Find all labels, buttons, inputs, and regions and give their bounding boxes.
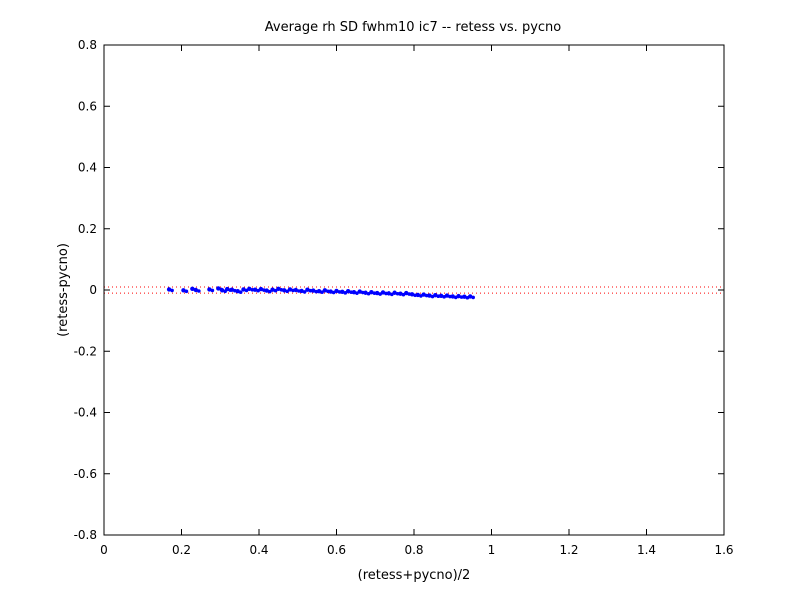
data-point (450, 294, 455, 299)
data-point (281, 288, 287, 293)
y-tick-label: -0.4 (74, 406, 97, 420)
data-point (380, 290, 386, 295)
data-point (184, 289, 189, 294)
x-tick-label: 1.2 (559, 543, 578, 557)
data-point (166, 287, 172, 292)
data-point (398, 291, 403, 296)
data-point (311, 288, 316, 293)
data-point (225, 286, 230, 292)
plot-area (104, 286, 724, 300)
x-tick-label: 0 (100, 543, 108, 557)
y-tick-label: 0.6 (78, 99, 97, 113)
data-point (409, 292, 415, 297)
data-point (264, 288, 269, 293)
y-tick-label: -0.6 (74, 467, 97, 481)
x-tick-label: 1 (488, 543, 496, 557)
data-point (190, 286, 195, 291)
x-tick-label: 0.4 (249, 543, 268, 557)
data-point (328, 289, 333, 294)
data-point (193, 287, 199, 293)
data-point (467, 294, 473, 299)
data-point (207, 287, 212, 292)
data-point (433, 293, 438, 298)
y-tick-label: -0.2 (74, 344, 97, 358)
data-point (235, 289, 240, 294)
data-point (197, 289, 201, 293)
data-point (219, 288, 225, 293)
data-point (374, 290, 380, 296)
chart-title: Average rh SD fwhm10 ic7 -- retess vs. p… (265, 20, 562, 35)
data-point (322, 288, 328, 293)
x-tick-label: 1.6 (714, 543, 733, 557)
y-tick-label: 0.2 (78, 222, 97, 236)
data-point (299, 288, 304, 294)
data-point (293, 287, 299, 293)
data-point (287, 287, 293, 292)
data-point (210, 288, 215, 293)
data-point (357, 289, 362, 294)
y-tick-label: 0 (89, 283, 97, 297)
y-tick-label: 0.8 (78, 38, 97, 52)
data-point (462, 294, 467, 299)
data-point (456, 293, 461, 299)
y-tick-label: -0.8 (74, 528, 97, 542)
x-tick-label: 0.8 (404, 543, 423, 557)
axes: 0 0.2 0.4 0.6 0.8 1 1.2 1.4 1.6 0.8 0.6 0.4 0.2 0 -0.2… (74, 38, 734, 557)
data-point (363, 290, 368, 295)
data-point (351, 289, 357, 295)
data-point (471, 295, 475, 300)
data-point (415, 292, 421, 298)
data-point (316, 289, 322, 294)
data-point (241, 287, 246, 292)
data-point (386, 291, 392, 296)
data-point (444, 293, 450, 298)
data-point (345, 289, 351, 294)
data-point (258, 286, 264, 292)
data-point (438, 293, 444, 299)
data-point (238, 290, 243, 295)
data-point (334, 288, 339, 294)
data-point (305, 287, 310, 292)
y-tick-label: 0.4 (78, 161, 97, 175)
data-point (421, 292, 426, 297)
x-tick-label: 1.4 (637, 543, 656, 557)
data-point (404, 290, 409, 296)
data-point (392, 290, 397, 295)
data-point (427, 293, 432, 298)
data-point (229, 287, 235, 292)
data-point (181, 288, 186, 293)
data-point (270, 287, 275, 292)
data-point (302, 290, 307, 294)
x-tick-label: 0.2 (172, 543, 191, 557)
x-axis-title: (retess+pycno)/2 (358, 568, 471, 583)
data-point (216, 286, 221, 291)
x-tick-label: 0.6 (327, 543, 346, 557)
y-axis-title: (retess-pycno) (56, 243, 71, 337)
data-point (252, 287, 258, 292)
data-point (276, 286, 281, 291)
data-point (369, 289, 374, 295)
data-point (247, 286, 252, 291)
data-point (170, 288, 174, 293)
data-point (340, 289, 345, 295)
